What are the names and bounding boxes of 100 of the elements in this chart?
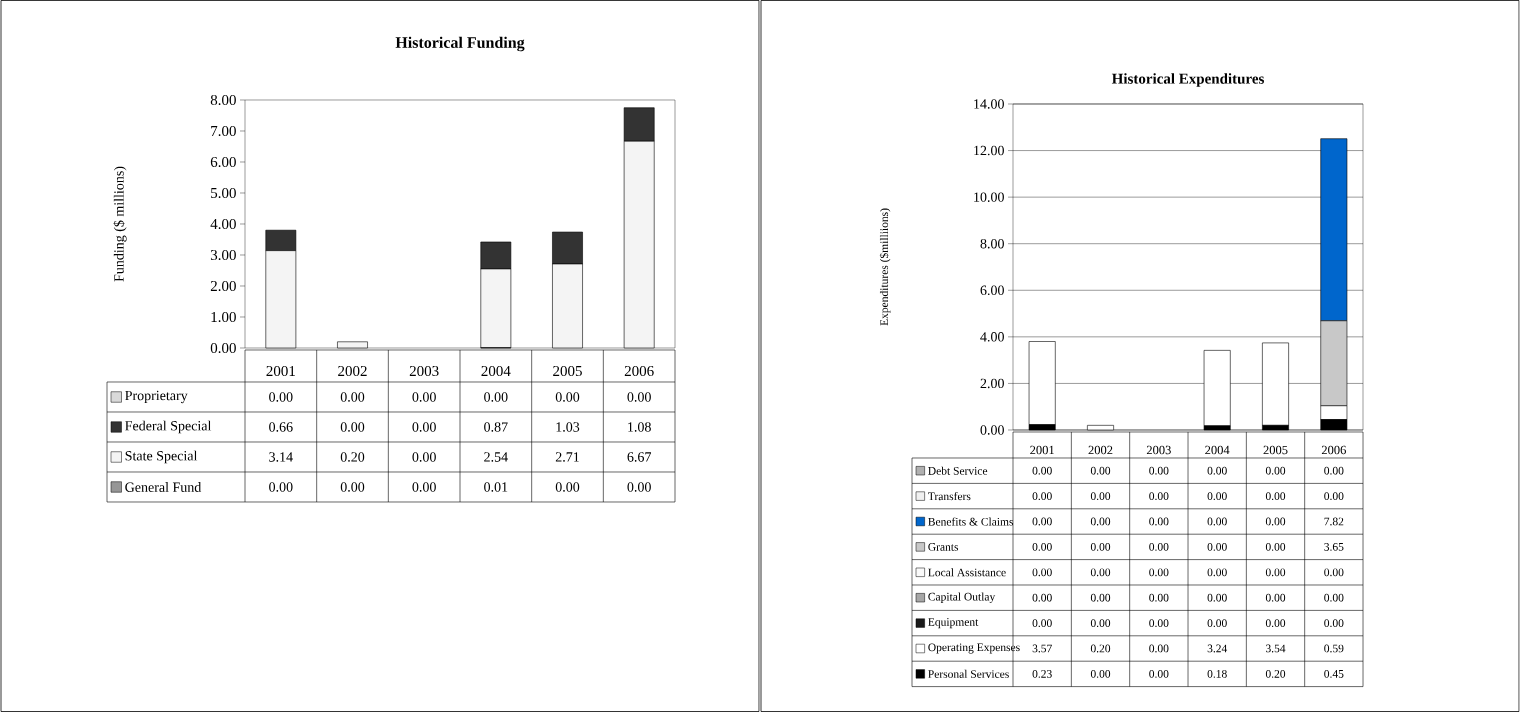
data-label: 2.54 (484, 452, 508, 462)
data-label: 0.00 (1032, 593, 1052, 602)
data-label: 0.20 (1090, 644, 1111, 653)
legend-label: State Special (125, 450, 198, 464)
data-label: 0.00 (1090, 543, 1111, 551)
data-label: 0.00 (627, 392, 651, 402)
legend-label: Equipment (928, 618, 979, 629)
data-label: 0.00 (269, 392, 293, 402)
data-label: 0.00 (1149, 670, 1169, 678)
data-label: 0.00 (1090, 492, 1111, 500)
data-label: 0.00 (269, 482, 293, 492)
data-label: 1.03 (556, 422, 580, 432)
data-label: 0.00 (1090, 517, 1111, 526)
chart-title: Historical Expenditures (1111, 73, 1264, 87)
data-label: 0.00 (412, 482, 436, 492)
y-tick-label: 12.00 (974, 145, 1004, 156)
data-label: 0.00 (1324, 619, 1344, 627)
data-label: 0.00 (1207, 492, 1227, 500)
data-label: 0.00 (1032, 543, 1052, 551)
data-label: 0.00 (1090, 466, 1111, 475)
y-tick-label: 14.00 (974, 99, 1004, 109)
data-label: 0.45 (1324, 670, 1344, 678)
legend-label: Grants (928, 543, 959, 551)
y-tick-label: 4.00 (980, 332, 1004, 342)
data-label: 0.00 (1207, 568, 1227, 577)
data-label: 0.00 (1032, 619, 1052, 627)
legend-label: Benefits & Claims (928, 517, 1014, 526)
data-label: 0.01 (484, 482, 508, 492)
data-label: 0.00 (1324, 593, 1344, 602)
data-label: 0.00 (555, 482, 580, 492)
x-tick-label: 2003 (1146, 445, 1171, 455)
data-label: 0.00 (1265, 543, 1286, 551)
data-label: 0.18 (1207, 670, 1227, 678)
x-tick-label: 2004 (1205, 445, 1230, 455)
y-axis-title: Funding ($ millions) (113, 166, 127, 282)
x-tick-label: 2005 (1263, 445, 1288, 455)
y-tick-label: 1.00 (211, 311, 236, 323)
data-label: 0.00 (1032, 568, 1052, 577)
data-label: 3.24 (1207, 644, 1228, 653)
data-label: 0.00 (1090, 568, 1111, 577)
data-label: 0.59 (1324, 644, 1344, 653)
legend-label: General Fund (125, 482, 202, 492)
legend-label: Proprietary (125, 390, 188, 404)
x-tick-label: 2002 (1088, 445, 1113, 455)
data-label: 0.23 (1032, 670, 1052, 678)
legend-label: Operating Expenses (928, 643, 1020, 654)
data-label: 0.00 (555, 392, 580, 402)
y-tick-label: 0.00 (210, 342, 236, 354)
data-label: 0.00 (1149, 517, 1169, 526)
data-label: 0.00 (484, 392, 508, 402)
data-label: 3.54 (1266, 644, 1286, 653)
data-label: 0.00 (1090, 670, 1111, 678)
x-tick-label: 2001 (266, 365, 295, 377)
data-label: 2.71 (555, 452, 579, 462)
y-tick-label: 8.00 (980, 238, 1004, 249)
data-label: 0.20 (1265, 670, 1286, 678)
data-label: 0.00 (1032, 492, 1052, 500)
data-label: 0.00 (1324, 492, 1344, 500)
legend-label: Capital Outlay (928, 592, 996, 603)
data-label: 0.00 (1090, 619, 1111, 627)
data-label: 0.00 (1149, 644, 1169, 653)
data-label: 3.65 (1324, 543, 1344, 551)
data-label: 1.08 (628, 422, 651, 432)
data-label: 0.00 (627, 482, 651, 492)
data-label: 0.00 (412, 422, 436, 432)
legend-label: Transfers (928, 492, 971, 501)
data-label: 0.00 (1265, 568, 1286, 577)
data-label: 0.00 (1207, 619, 1227, 627)
data-label: 0.00 (1032, 466, 1052, 475)
x-tick-label: 2005 (553, 365, 582, 377)
x-tick-label: 2002 (338, 365, 367, 377)
y-tick-label: 10.00 (974, 192, 1004, 202)
data-label: 0.00 (1149, 619, 1169, 627)
data-label: 0.00 (1265, 492, 1286, 500)
y-tick-label: 5.00 (211, 187, 236, 199)
legend-label: Debt Service (928, 466, 988, 475)
data-label: 0.00 (1149, 492, 1169, 500)
data-label: 0.00 (412, 452, 436, 462)
data-label: 0.00 (1149, 568, 1169, 577)
x-tick-label: 2001 (1030, 445, 1054, 455)
data-label: 0.00 (412, 392, 436, 402)
x-tick-label: 2004 (481, 365, 511, 377)
data-label: 0.00 (1265, 619, 1286, 627)
data-label: 3.14 (269, 452, 293, 462)
data-label: 0.00 (1207, 593, 1227, 602)
data-label: 0.20 (340, 452, 365, 462)
chart-title: Historical Funding (395, 36, 525, 52)
y-tick-label: 3.00 (210, 249, 236, 261)
data-label: 0.00 (1324, 568, 1344, 577)
x-tick-label: 2006 (1321, 445, 1346, 455)
legend-label: Local Assistance (928, 568, 1006, 577)
data-label: 0.66 (269, 422, 293, 432)
y-axis-title: Expenditures ($milliions) (879, 208, 891, 326)
y-tick-label: 2.00 (210, 280, 236, 292)
x-tick-label: 2003 (409, 365, 439, 377)
data-label: 0.87 (484, 422, 508, 432)
data-label: 0.00 (340, 422, 365, 432)
data-label: 6.67 (627, 452, 652, 462)
data-label: 0.00 (1207, 466, 1227, 475)
x-tick-label: 2006 (624, 365, 654, 377)
